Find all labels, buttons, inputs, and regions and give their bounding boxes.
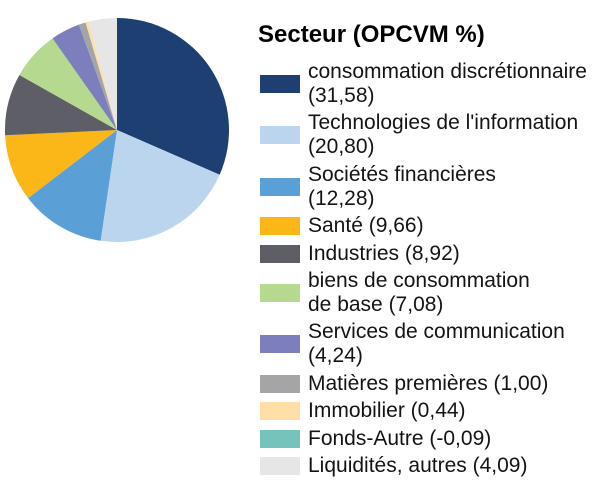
legend-item: Services de communication (4,24) <box>260 320 587 368</box>
legend-label: Sociétés financières (12,28) <box>308 163 496 211</box>
pie-slice <box>5 130 117 199</box>
legend-swatch <box>260 244 300 263</box>
legend: consommation discrétionnaire (31,58) Techn… <box>260 60 587 478</box>
legend-label-line: (31,58) <box>308 84 375 107</box>
legend-item: consommation discrétionnaire (31,58) <box>260 60 587 108</box>
legend-label-line: (20,80) <box>308 135 375 159</box>
legend-label-line: (4,24) <box>308 344 363 368</box>
legend-item: Immobilier (0,44) <box>260 399 587 423</box>
pie-chart <box>4 18 229 243</box>
legend-swatch <box>260 429 300 448</box>
legend-item: Sociétés financières (12,28) <box>260 163 587 211</box>
pie-slice <box>19 38 118 130</box>
legend-swatch <box>260 402 300 421</box>
legend-label: Fonds-Autre (-0,09) <box>308 427 491 451</box>
legend-label: Technologies de l'information (20,80) <box>308 111 578 159</box>
legend-label: consommation discrétionnaire (31,58) <box>308 60 587 108</box>
legend-swatch <box>260 217 300 236</box>
legend-label-line: biens de consommation <box>308 268 530 292</box>
pie-slice <box>28 130 117 241</box>
pie-slice <box>100 130 220 243</box>
legend-label-line: Immobilier (0,44) <box>308 399 466 423</box>
legend-swatch <box>260 126 300 145</box>
pie-slice <box>52 24 117 130</box>
legend-label-line: consommation discrétionnaire <box>308 60 587 83</box>
legend-item: Liquidités, autres (4,09) <box>260 454 587 478</box>
pie-slice <box>85 21 117 131</box>
pie-slice <box>117 18 229 175</box>
legend-item: Industries (8,92) <box>260 242 587 266</box>
legend-label-line: Industries (8,92) <box>308 241 460 265</box>
legend-label-line: Technologies de l'information <box>308 111 579 135</box>
legend-swatch <box>260 75 300 93</box>
legend-swatch <box>260 177 300 196</box>
legend-item: biens de consommation de base (7,08) <box>260 269 587 317</box>
legend-label-line: Fonds-Autre (-0,09) <box>308 426 492 450</box>
pie-slice <box>78 22 117 130</box>
legend-item: Fonds-Autre (-0,09) <box>260 427 587 451</box>
legend-swatch <box>260 456 300 475</box>
legend-swatch <box>260 335 300 354</box>
legend-item: Matières premières (1,00) <box>260 372 587 396</box>
legend-label-line: Santé (9,66) <box>308 214 424 238</box>
legend-label: biens de consommation de base (7,08) <box>308 269 530 317</box>
legend-swatch <box>260 374 300 393</box>
pie-slice <box>4 75 117 136</box>
legend-item: Santé (9,66) <box>260 214 587 238</box>
legend-label: Industries (8,92) <box>308 242 460 266</box>
legend-label-line: de base (7,08) <box>308 292 444 316</box>
chart-title: Secteur (OPCVM %) <box>258 21 485 48</box>
legend-label: Liquidités, autres (4,09) <box>308 454 527 478</box>
legend-label: Matières premières (1,00) <box>308 372 548 396</box>
legend-label: Immobilier (0,44) <box>308 399 466 423</box>
pie-slice <box>88 18 117 130</box>
legend-swatch <box>260 283 300 302</box>
legend-label-line: Services de communication <box>308 320 565 344</box>
legend-label-line: (12,28) <box>308 186 375 210</box>
legend-label-line: Sociétés financières <box>308 162 496 186</box>
legend-label: Services de communication (4,24) <box>308 320 565 368</box>
legend-label-line: Liquidités, autres (4,09) <box>308 453 528 477</box>
legend-item: Technologies de l'information (20,80) <box>260 111 587 159</box>
legend-label: Santé (9,66) <box>308 214 424 238</box>
legend-label-line: Matières premières (1,00) <box>308 371 549 395</box>
